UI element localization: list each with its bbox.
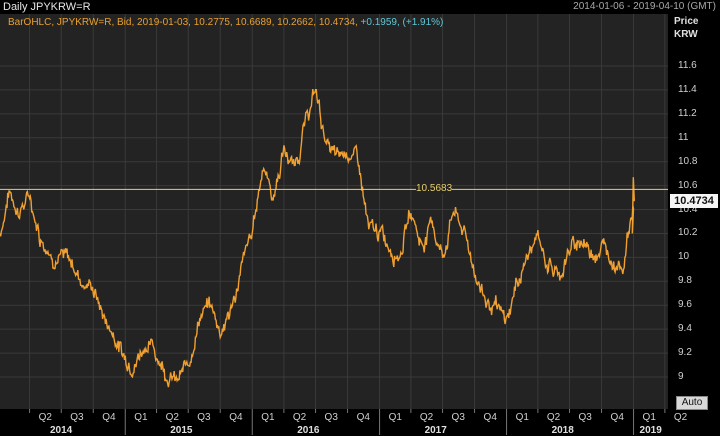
y-tick-label: 9.4: [678, 323, 692, 335]
y-tick-label: 11.6: [678, 60, 697, 71]
x-axis-panel: [0, 409, 720, 435]
series-legend: BarOHLC, JPYKRW=R, Bid, 2019-01-03, 10.2…: [8, 17, 443, 28]
quarter-label: Q3: [578, 412, 592, 423]
quarter-label: Q1: [388, 412, 402, 423]
quarter-label: Q4: [356, 412, 370, 423]
year-label: 2018: [551, 425, 574, 436]
year-label: 2015: [170, 425, 193, 436]
y-tick-label: 10.4: [678, 203, 698, 215]
reference-line-label: 10.5683: [416, 183, 453, 195]
y-tick-label: 9: [678, 371, 684, 382]
quarter-label: Q4: [483, 412, 497, 423]
quarter-label: Q1: [642, 412, 656, 423]
legend-change: +0.1959, (+1.91%): [360, 17, 444, 28]
legend-text: BarOHLC, JPYKRW=R, Bid, 2019-01-03, 10.2…: [8, 17, 358, 28]
quarter-label: Q3: [324, 412, 338, 423]
quarter-label: Q4: [229, 412, 243, 423]
quarter-label: Q3: [451, 412, 465, 423]
year-label: 2014: [50, 425, 73, 436]
quarter-label: Q2: [673, 412, 688, 423]
quarter-label: Q2: [165, 412, 179, 423]
y-tick-label: 10.2: [678, 227, 698, 239]
auto-scale-button[interactable]: Auto: [676, 396, 708, 410]
date-range: 2014-01-06 - 2019-04-10 (GMT): [573, 1, 716, 12]
y-tick-label: 9.8: [678, 275, 692, 287]
quarter-label: Q4: [610, 412, 624, 423]
y-axis-panel: [668, 14, 720, 409]
year-label: 2019: [639, 425, 662, 436]
y-tick-label: 10.6: [678, 179, 698, 191]
chart-header: Daily JPYKRW=R 2014-01-06 - 2019-04-10 (…: [0, 0, 720, 14]
price-series-line: [0, 88, 635, 388]
quarter-label: Q1: [261, 412, 275, 423]
quarter-label: Q2: [419, 412, 434, 423]
quarter-label: Q3: [70, 412, 84, 423]
quarter-label: Q2: [38, 412, 52, 423]
y-tick-label: 10.8: [678, 155, 698, 167]
quarter-label: Q2: [546, 412, 561, 423]
y-tick-label: 11.4: [678, 83, 697, 95]
quarter-label: Q3: [197, 412, 211, 423]
y-axis-title-price: Price: [674, 16, 699, 27]
y-tick-label: 9.6: [678, 299, 692, 311]
y-tick-label: 11: [678, 131, 689, 143]
quarter-label: Q4: [102, 412, 116, 423]
year-label: 2016: [297, 425, 320, 436]
quarter-label: Q1: [134, 412, 148, 423]
chart-title: Daily JPYKRW=R: [3, 1, 91, 13]
y-tick-label: 9.2: [678, 347, 692, 359]
y-tick-label: 10: [678, 251, 690, 263]
year-label: 2017: [424, 425, 447, 436]
plot-area[interactable]: [0, 14, 668, 409]
quarter-label: Q1: [515, 412, 529, 423]
quarter-label: Q2: [292, 412, 307, 423]
last-price-box: 10.4734: [670, 194, 718, 208]
y-tick-label: 11.2: [678, 107, 697, 119]
y-axis-title-currency: KRW: [674, 29, 698, 40]
